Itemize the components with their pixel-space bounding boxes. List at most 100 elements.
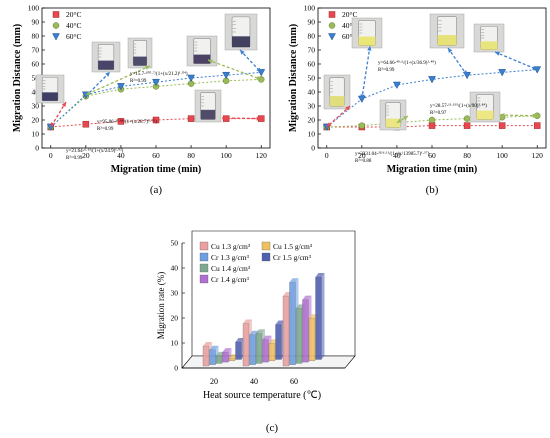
legend-label: 20°C: [342, 10, 358, 19]
legend-swatch: [199, 263, 209, 273]
photo-beaker-b-5: [379, 99, 407, 131]
arrow-40c-early: [85, 65, 151, 96]
beaker-sample: [42, 92, 58, 101]
photo-beaker-120min: [224, 13, 258, 51]
fit-r2-20c: R²=0.99: [66, 155, 83, 161]
x-tick-label: 20: [210, 377, 218, 386]
x-axis-label: Migration time (min): [111, 164, 202, 175]
panel-label: (b): [426, 184, 439, 196]
arrow-b-start: [326, 105, 351, 128]
x-tick-label: 40: [393, 151, 401, 160]
data-point: [82, 120, 90, 128]
x-tick-label: 60: [428, 151, 436, 160]
x-axis-label: Heat source temperature (℃): [203, 390, 321, 401]
y-axis-label: Migration Distance (mm): [288, 24, 299, 132]
data-point: [498, 122, 506, 129]
arrow-b-60c-early-head: [367, 46, 372, 51]
bar-1-2: [255, 333, 263, 364]
y-tick-label: 100: [28, 4, 40, 13]
y-tick-label: 80: [32, 32, 40, 41]
arrow-b-start-tail: [345, 106, 350, 111]
x-tick-label: 0: [49, 151, 53, 160]
y-tick-label: 20: [32, 116, 40, 125]
bar-1-3: [262, 339, 269, 363]
arrow-40c-early-head: [85, 90, 91, 95]
y-tick-label: 100: [304, 4, 316, 13]
fit-r2-b-20c: R²=0.88: [355, 158, 372, 164]
arrow-20c-end-tail: [222, 115, 227, 121]
panel-label: (a): [150, 184, 163, 196]
arrow-40c-end-tail: [208, 59, 213, 64]
arrow-40c-end: [207, 59, 262, 81]
y-tick-label: 50: [308, 74, 316, 83]
data-point: [222, 71, 231, 80]
arrow-b-60c-mid-head: [462, 70, 468, 76]
data-point: [117, 118, 125, 125]
y-tick-label: 90: [32, 18, 40, 27]
data-point: [498, 69, 507, 77]
arrow-b-40c-end: [499, 114, 538, 117]
fit-equation-40c: y=95.86-³⁵·⁸⁶/(1+(x/28.7)⁰·⁷⁵): [97, 119, 157, 125]
y-tick-label: 60: [308, 60, 316, 69]
panel-label: (c): [266, 422, 279, 434]
data-point: [463, 122, 471, 129]
y-tick-label: 30: [171, 289, 179, 298]
legend-label: 20°C: [66, 10, 82, 19]
arrow-b-60c-early: [361, 45, 371, 100]
arrow-40c-early-tail: [145, 65, 150, 70]
beaker-sample: [232, 36, 250, 48]
y-tick-label: 10: [32, 130, 40, 139]
arrow-20c-end: [221, 117, 262, 120]
y-axis-label: Migration rate (%): [156, 272, 166, 339]
data-point: [533, 122, 541, 129]
fit-r2-60c: R²=0.99: [130, 78, 147, 84]
beaker-sample: [476, 110, 494, 120]
y-tick-label: 50: [32, 74, 40, 83]
data-point: [152, 78, 160, 87]
x-tick-label: 80: [463, 151, 471, 160]
bar-top-0-3: [222, 348, 232, 353]
y-tick-label: 40: [171, 264, 179, 273]
y-tick-label: 20: [308, 116, 316, 125]
bar-top-1-2: [256, 329, 265, 334]
data-point: [117, 83, 125, 91]
y-tick-label: 30: [308, 102, 316, 111]
bar-top-0-0: [203, 342, 212, 346]
fit-equation-b-20c: y=3231.04-³²¹⁶·¹¹/(1+(x/13985.7)¹·⁵⁷): [355, 151, 430, 157]
bar-1-4: [268, 343, 276, 361]
photo-beaker-20c-120min: [194, 89, 222, 123]
data-point: [393, 81, 401, 90]
fit-equation-b-60c: y=64.66-⁴⁹·⁶/(1+(x/36.9)¹·⁴⁸): [378, 60, 436, 66]
bar-side-2-5: [321, 273, 325, 360]
y-tick-label: 40: [32, 88, 40, 97]
arrow-20c-start-tail: [61, 102, 66, 107]
y-tick-label: 70: [308, 46, 316, 55]
bar-top-1-5: [275, 320, 285, 325]
y-tick-label: 80: [308, 32, 316, 41]
beaker-sample: [480, 41, 498, 50]
x-tick-label: 80: [187, 151, 195, 160]
x-tick-label: 40: [250, 377, 258, 386]
fit-r2-b-60c: R²=0.99: [378, 67, 395, 73]
legend-label: Cu 1.5 g/cm³: [273, 242, 313, 251]
y-tick-label: 20: [171, 314, 179, 323]
bar-2-4: [308, 318, 316, 361]
bar-2-0: [282, 295, 290, 367]
arrow-60c-40min: [85, 71, 111, 97]
data-point: [152, 116, 160, 124]
arrow-b-60c-end-tail: [495, 51, 500, 56]
x-tick-label: 60: [152, 151, 160, 160]
arrow-60c-end-tail: [240, 50, 245, 55]
photo-beaker-b-4: [323, 74, 351, 110]
y-tick-label: 10: [171, 339, 179, 348]
photo-beaker-b-2: [429, 13, 465, 49]
bar-0-4: [228, 358, 236, 361]
fit-equation-20c: y=21.64-⁶·⁶³/(1+(x/24.9)¹·⁹²): [66, 148, 124, 154]
legend-marker: [52, 11, 60, 18]
data-point: [463, 115, 471, 122]
legend-swatch: [199, 274, 209, 284]
legend-swatch: [261, 252, 271, 262]
y-tick-label: 90: [308, 18, 316, 27]
y-tick-label: 70: [32, 46, 40, 55]
